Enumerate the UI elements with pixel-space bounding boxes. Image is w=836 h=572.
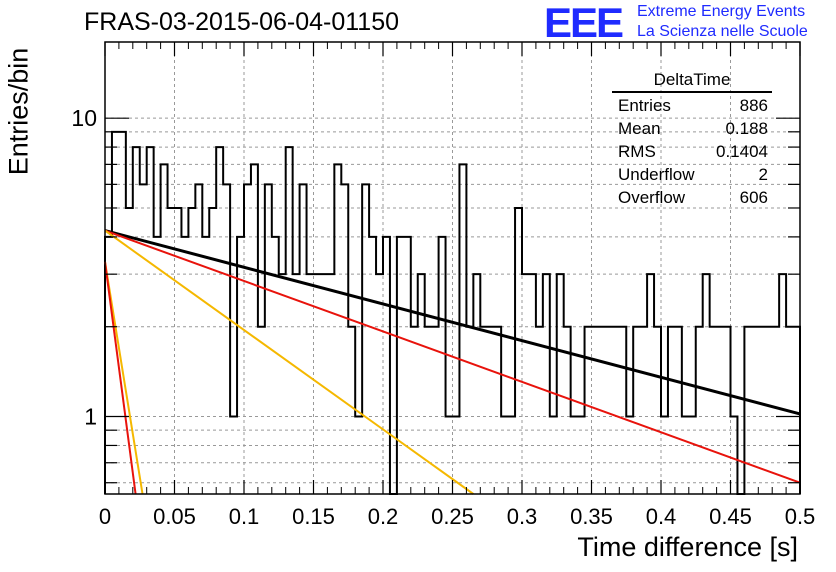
y-tick-label: 10 bbox=[71, 105, 97, 131]
x-tick-label: 0 bbox=[99, 504, 111, 529]
chart-title: FRAS-03-2015-06-04-01150 bbox=[84, 8, 400, 36]
stats-label: Underflow bbox=[618, 165, 695, 184]
fit-line bbox=[104, 261, 144, 495]
x-tick-label: 0.5 bbox=[785, 504, 816, 529]
stats-row-underflow: Underflow 2 bbox=[612, 163, 772, 186]
fit-line bbox=[104, 229, 474, 495]
x-tick-label: 0.45 bbox=[709, 504, 752, 529]
stats-title: DeltaTime bbox=[612, 70, 772, 93]
x-tick-label: 0.4 bbox=[646, 504, 677, 529]
stats-row-rms: RMS 0.1404 bbox=[612, 140, 772, 163]
logo-line-2: La Scienza nelle Scuole bbox=[637, 23, 808, 40]
axis-ticks bbox=[104, 42, 801, 494]
x-tick-label: 0.25 bbox=[431, 504, 474, 529]
x-tick-label: 0.3 bbox=[507, 504, 538, 529]
stats-row-entries: Entries 886 bbox=[612, 94, 772, 117]
fit-line bbox=[104, 229, 801, 484]
histogram-layer bbox=[104, 130, 801, 495]
x-tick-label: 0.1 bbox=[229, 504, 260, 529]
x-axis-label: Time difference [s] bbox=[577, 532, 798, 562]
tick-labels: 0 0.05 0.1 0.15 0.2 0.25 0.3 0.35 0.4 0.45 0.5 1 10 bbox=[71, 105, 815, 529]
fit-lines-layer bbox=[104, 229, 801, 495]
fit-line bbox=[104, 229, 801, 416]
stats-value: 2 bbox=[758, 165, 768, 184]
histogram-line bbox=[104, 130, 801, 495]
x-tick-label: 0.05 bbox=[153, 504, 196, 529]
y-axis-label: Entries/bin bbox=[3, 47, 34, 176]
eee-logo: EEE bbox=[544, 0, 624, 46]
stats-value: 0.188 bbox=[725, 119, 768, 138]
x-tick-label: 0.15 bbox=[292, 504, 335, 529]
logo-caption: Extreme Energy Events La Scienza nelle S… bbox=[637, 2, 808, 42]
stats-row-mean: Mean 0.188 bbox=[612, 117, 772, 140]
stats-value: 886 bbox=[739, 96, 768, 115]
stats-row-overflow: Overflow 606 bbox=[612, 186, 772, 209]
stats-label: Mean bbox=[618, 119, 661, 138]
stats-value: 606 bbox=[739, 188, 768, 207]
stats-label: Entries bbox=[618, 96, 671, 115]
x-tick-label: 0.2 bbox=[368, 504, 399, 529]
stats-label: Overflow bbox=[618, 188, 686, 207]
stats-label: RMS bbox=[618, 142, 656, 161]
x-tick-label: 0.35 bbox=[570, 504, 613, 529]
fit-line bbox=[104, 261, 137, 495]
logo-line-1: Extreme Energy Events bbox=[637, 3, 806, 20]
stats-box: DeltaTime Entries 886 Mean 0.188 RMS 0.1404… bbox=[612, 70, 772, 209]
stats-value: 0.1404 bbox=[716, 142, 768, 161]
y-tick-label: 1 bbox=[84, 404, 97, 430]
